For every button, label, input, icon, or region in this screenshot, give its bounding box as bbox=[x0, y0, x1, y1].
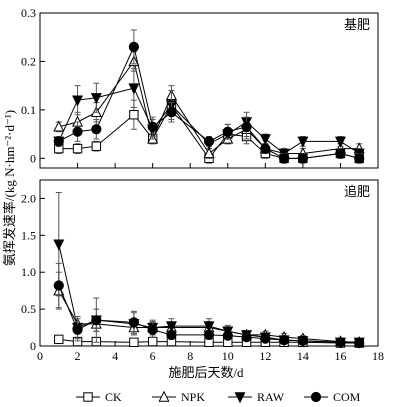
data-point bbox=[166, 107, 177, 118]
data-point bbox=[147, 336, 158, 347]
panel-tag: 基肥 bbox=[344, 17, 370, 32]
data-point bbox=[222, 126, 233, 137]
data-point bbox=[203, 321, 215, 333]
data-point bbox=[297, 153, 308, 164]
x-tick-label: 0 bbox=[37, 349, 43, 363]
data-point bbox=[72, 324, 83, 335]
legend-label: CK bbox=[105, 390, 122, 404]
x-tick-label: 6 bbox=[150, 349, 156, 363]
data-point bbox=[53, 136, 64, 147]
data-point bbox=[147, 324, 158, 335]
data-point bbox=[91, 315, 102, 326]
y-tick-label: 1.5 bbox=[21, 228, 36, 242]
data-point bbox=[53, 280, 64, 291]
x-tick-label: 14 bbox=[297, 349, 309, 363]
x-tick-label: 10 bbox=[222, 349, 234, 363]
legend-marker bbox=[234, 392, 246, 404]
legend-marker bbox=[158, 390, 170, 402]
data-point bbox=[241, 121, 252, 132]
legend-label: RAW bbox=[257, 390, 285, 404]
data-point bbox=[91, 141, 102, 151]
data-point bbox=[166, 329, 177, 341]
y-tick-label: 1.0 bbox=[21, 265, 36, 279]
data-point bbox=[203, 147, 215, 159]
data-point bbox=[259, 134, 271, 146]
plot-frame bbox=[39, 12, 379, 169]
panel-topdressing: 追肥 0 0.5 1.0 1.5 2.0 0 2 4 6 8 10 12 14 16 18 bbox=[21, 179, 384, 363]
data-point bbox=[203, 136, 215, 147]
panel-basal-fertilizer: 基肥 0 0.1 0.2 0.3 bbox=[21, 6, 379, 169]
data-point bbox=[354, 337, 365, 349]
data-point bbox=[260, 333, 271, 344]
data-point bbox=[72, 126, 83, 137]
legend-item-com: COM bbox=[304, 390, 361, 404]
data-point bbox=[334, 136, 346, 148]
data-point bbox=[90, 93, 102, 105]
legend-label: NPK bbox=[181, 390, 205, 404]
y-tick-label: 0 bbox=[30, 339, 36, 353]
x-tick-label: 2 bbox=[75, 349, 81, 363]
legend-item-npk: NPK bbox=[152, 390, 205, 404]
x-tick-label: 4 bbox=[112, 349, 118, 363]
data-point bbox=[72, 143, 83, 154]
y-tick-label: 0.1 bbox=[21, 103, 36, 117]
data-point bbox=[203, 329, 215, 341]
data-point bbox=[354, 153, 365, 164]
data-point bbox=[128, 83, 140, 95]
legend-item-raw: RAW bbox=[228, 390, 285, 404]
legend: CK NPK RAW COM bbox=[76, 390, 361, 404]
data-point bbox=[53, 239, 65, 251]
y-tick-label: 0 bbox=[30, 151, 36, 165]
legend-marker bbox=[83, 392, 93, 402]
data-point bbox=[53, 120, 65, 132]
data-point bbox=[91, 124, 102, 135]
series-line bbox=[58, 87, 360, 155]
y-tick-label: 0.2 bbox=[21, 54, 36, 68]
data-point bbox=[147, 121, 158, 132]
legend-label: COM bbox=[333, 390, 361, 404]
y-tick-label: 2.0 bbox=[21, 191, 36, 205]
data-point bbox=[241, 332, 252, 343]
y-tick-label: 0.3 bbox=[21, 6, 36, 20]
data-point bbox=[54, 334, 64, 345]
data-point bbox=[128, 41, 139, 53]
x-tick-label: 8 bbox=[187, 349, 193, 363]
data-point bbox=[279, 153, 290, 164]
legend-marker bbox=[310, 391, 322, 403]
x-tick-label: 16 bbox=[334, 349, 346, 363]
data-point bbox=[129, 337, 139, 348]
series-com bbox=[53, 262, 365, 349]
series-com bbox=[53, 29, 365, 164]
data-point bbox=[260, 143, 271, 154]
x-tick-label: 18 bbox=[372, 349, 384, 363]
data-point bbox=[129, 110, 139, 120]
data-point bbox=[297, 335, 308, 346]
y-axis-title: 氨挥发速率/(kg N·hm⁻²·d⁻¹) bbox=[2, 110, 17, 266]
data-point bbox=[165, 321, 177, 333]
panel-tag: 追肥 bbox=[344, 184, 370, 199]
data-point bbox=[335, 148, 346, 159]
data-point bbox=[279, 334, 290, 346]
y-tick-label: 0.5 bbox=[21, 302, 36, 316]
data-point bbox=[72, 95, 84, 107]
x-tick-label: 12 bbox=[259, 349, 271, 363]
data-point bbox=[335, 337, 346, 348]
data-point bbox=[297, 136, 309, 148]
data-point bbox=[222, 330, 233, 341]
x-axis-title: 施肥后天数/d bbox=[168, 365, 244, 380]
legend-item-ck: CK bbox=[76, 390, 122, 404]
data-point bbox=[128, 317, 139, 328]
